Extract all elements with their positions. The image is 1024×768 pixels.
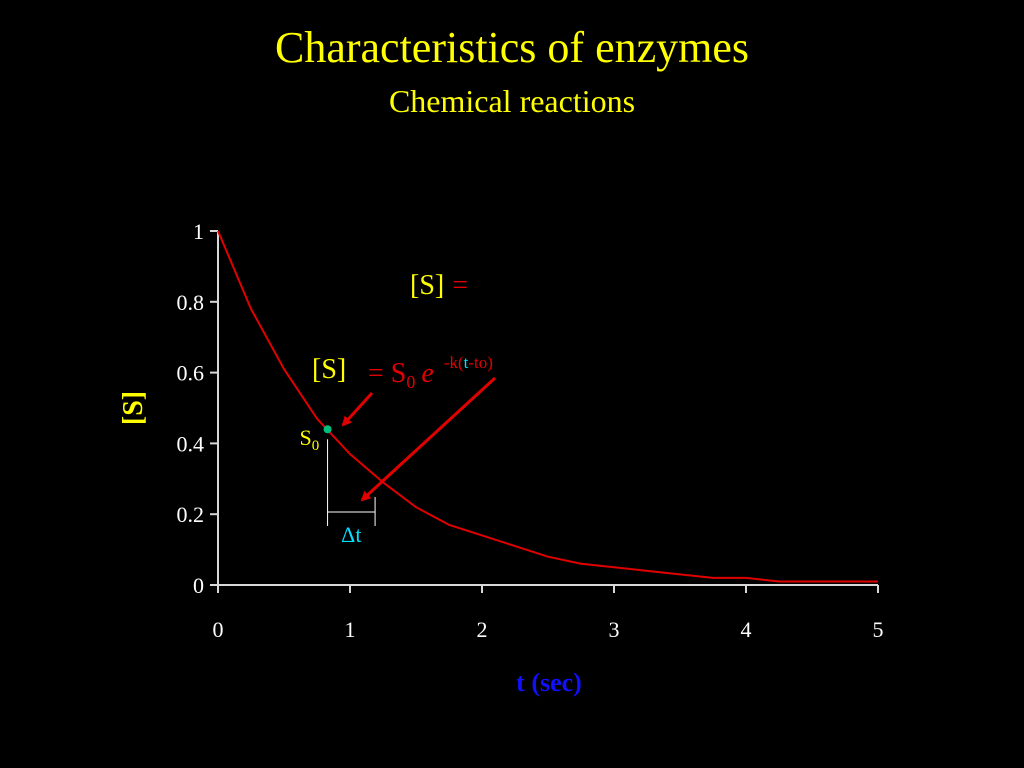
equation-lhs: [S] [312, 354, 346, 385]
x-tick-label: 2 [477, 617, 488, 642]
data-line [217, 230, 878, 583]
eq-exp-t: t [464, 353, 469, 372]
eq-rhs: = S [368, 358, 406, 389]
y-tick-label: 0 [193, 573, 204, 598]
marker-point [323, 425, 332, 434]
eq-exp: -to) [468, 353, 493, 372]
x-tick-label: 1 [345, 617, 356, 642]
arrow [360, 376, 497, 502]
y-tick-label: 0.8 [177, 290, 205, 315]
eq-exp: -k( [444, 353, 464, 372]
x-axis-label: t (sec) [516, 668, 582, 697]
y-tick-label: 1 [193, 219, 204, 244]
eq-sign: = [452, 270, 468, 301]
eq-e: e [421, 358, 433, 389]
y-tick-label: 0.2 [177, 502, 205, 527]
equation-top: [S] = [410, 270, 468, 301]
eq-lhs: [S] [410, 270, 444, 301]
x-tick-label: 3 [609, 617, 620, 642]
y-tick-label: 0.6 [177, 361, 205, 386]
marker-label-main: S [300, 425, 312, 450]
title: Characteristics of enzymes [275, 23, 749, 72]
y-tick-label: 0.4 [177, 431, 205, 456]
x-tick-label: 5 [873, 617, 884, 642]
marker-label: S0 [300, 425, 320, 454]
arrow [341, 391, 374, 427]
x-tick-label: 0 [213, 617, 224, 642]
eq-sub: 0 [406, 372, 415, 392]
y-axis-label: [S] [118, 391, 149, 425]
marker-label-sub: 0 [312, 438, 320, 454]
interval-label: Δt [341, 522, 361, 547]
x-tick-label: 4 [741, 617, 752, 642]
equation: = S0 e -k(t-to) [368, 353, 493, 392]
subtitle: Chemical reactions [389, 83, 635, 119]
